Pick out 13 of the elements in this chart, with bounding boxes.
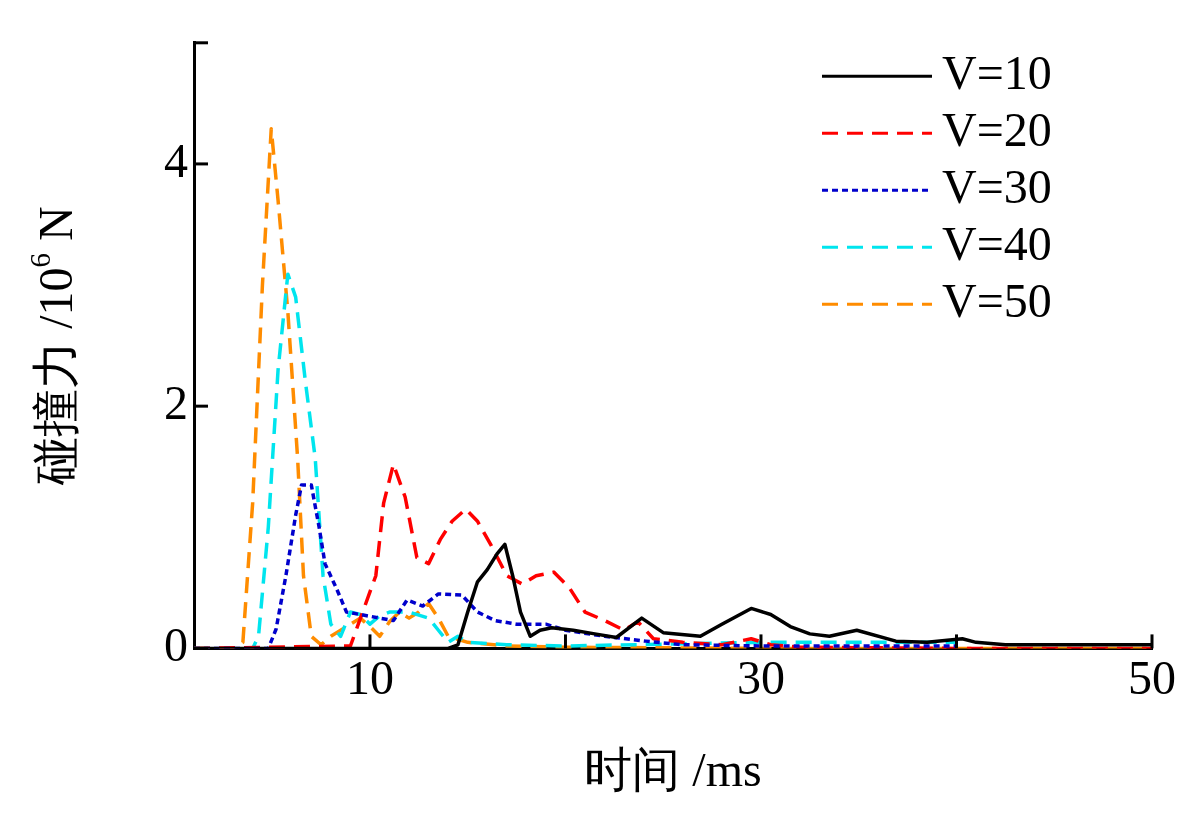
x-tick-label: 10 [345, 650, 394, 704]
legend-label: V=30 [942, 159, 1052, 213]
legend-label: V=20 [942, 102, 1052, 156]
y-tick-label: 2 [164, 375, 188, 429]
legend-label: V=40 [942, 216, 1052, 270]
y-axis-title: 碰撞力 /106 N [23, 206, 82, 486]
legend-label: V=50 [942, 273, 1052, 327]
legend-label: V=10 [942, 45, 1052, 99]
x-axis-title: 时间 /ms [584, 743, 762, 797]
y-tick-label: 0 [164, 618, 188, 672]
y-tick-label: 4 [164, 133, 188, 187]
x-tick-label: 50 [1128, 650, 1176, 704]
x-tick-label: 30 [736, 650, 785, 704]
